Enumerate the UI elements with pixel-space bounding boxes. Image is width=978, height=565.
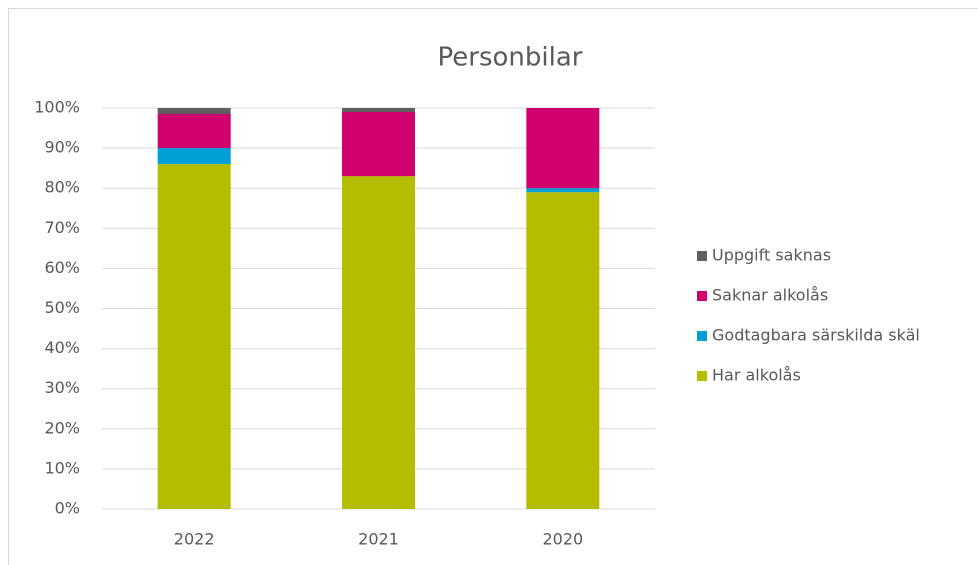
legend-label: Har alkolås <box>712 366 801 385</box>
bar-segment <box>157 114 231 149</box>
chart-title: Personbilar <box>438 43 583 73</box>
y-tick-label: 20% <box>44 418 80 437</box>
legend-label: Saknar alkolås <box>712 286 828 305</box>
x-tick-label: 2022 <box>174 530 215 549</box>
y-tick-label: 50% <box>44 298 80 317</box>
bar-segment <box>157 164 231 509</box>
bar-segment <box>342 112 415 177</box>
x-tick-label: 2020 <box>542 530 583 549</box>
legend-swatch <box>697 331 707 341</box>
y-tick-label: 70% <box>44 218 80 237</box>
bar-segment <box>157 108 231 115</box>
legend-swatch <box>697 251 707 261</box>
y-tick-label: 10% <box>44 458 80 477</box>
y-tick-label: 40% <box>44 338 80 357</box>
bar-segment <box>157 148 231 165</box>
legend-swatch <box>697 291 707 301</box>
x-tick-label: 2021 <box>358 530 399 549</box>
y-tick-label: 80% <box>44 178 80 197</box>
y-tick-label: 0% <box>55 499 80 518</box>
bar-segment <box>342 176 415 510</box>
legend-swatch <box>697 371 707 381</box>
y-tick-label: 30% <box>44 378 80 397</box>
legend-label: Uppgift saknas <box>712 246 831 265</box>
bar-segment <box>526 192 600 509</box>
chart-border <box>8 8 978 565</box>
bar-segment <box>342 108 415 113</box>
y-tick-label: 60% <box>44 258 80 277</box>
legend-label: Godtagbara särskilda skäl <box>712 326 920 345</box>
y-tick-label: 90% <box>44 138 80 157</box>
y-tick-label: 100% <box>34 98 80 117</box>
bar-segment <box>526 108 600 189</box>
bar-segment <box>526 188 600 193</box>
